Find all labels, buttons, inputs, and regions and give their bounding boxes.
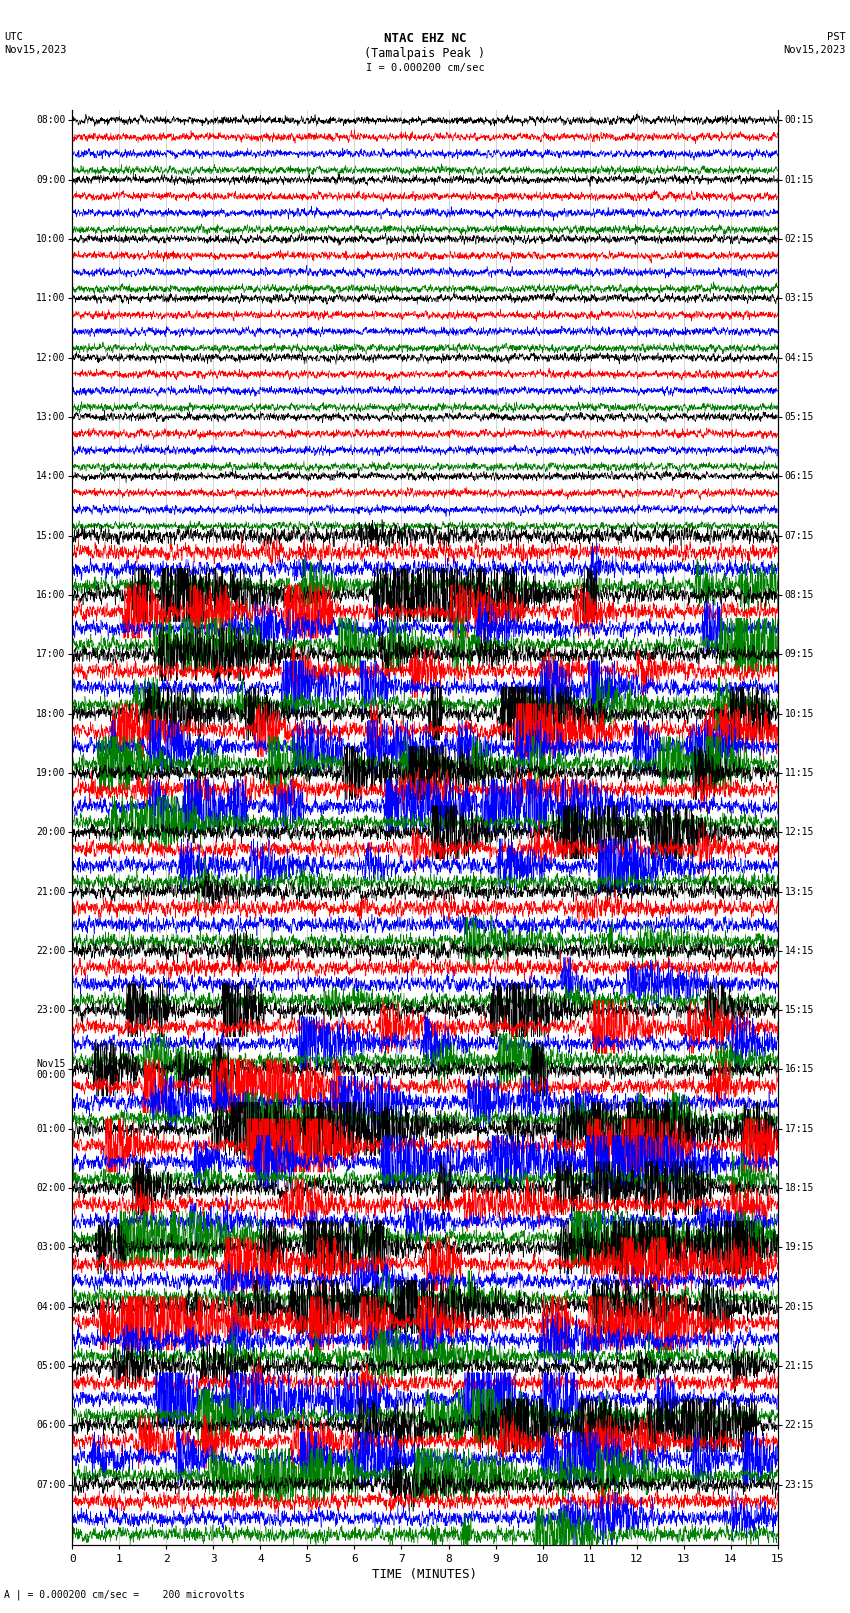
Text: Nov15,2023: Nov15,2023 [4,45,67,55]
Text: (Tamalpais Peak ): (Tamalpais Peak ) [365,47,485,60]
Text: UTC: UTC [4,32,23,42]
Text: A | = 0.000200 cm/sec =    200 microvolts: A | = 0.000200 cm/sec = 200 microvolts [4,1589,245,1600]
Text: PST: PST [827,32,846,42]
Text: Nov15,2023: Nov15,2023 [783,45,846,55]
Text: NTAC EHZ NC: NTAC EHZ NC [383,32,467,45]
Text: I = 0.000200 cm/sec: I = 0.000200 cm/sec [366,63,484,73]
X-axis label: TIME (MINUTES): TIME (MINUTES) [372,1568,478,1581]
